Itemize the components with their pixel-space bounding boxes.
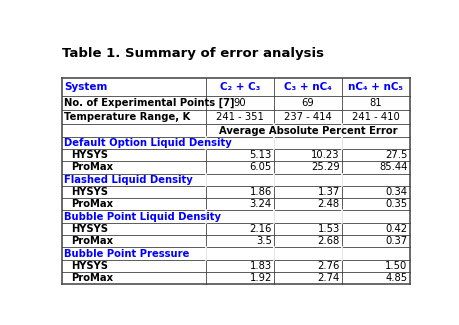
Text: 0.37: 0.37: [385, 236, 407, 246]
Text: ProMax: ProMax: [71, 162, 112, 173]
Text: 3.5: 3.5: [256, 236, 271, 246]
Text: 0.35: 0.35: [385, 199, 407, 209]
Text: 237 - 414: 237 - 414: [284, 112, 331, 122]
Text: ProMax: ProMax: [71, 273, 112, 283]
Text: 3.24: 3.24: [249, 199, 271, 209]
Text: 90: 90: [233, 98, 246, 108]
Text: Table 1. Summary of error analysis: Table 1. Summary of error analysis: [62, 46, 323, 59]
Text: HYSYS: HYSYS: [71, 261, 107, 271]
Text: HYSYS: HYSYS: [71, 150, 107, 160]
Text: 1.50: 1.50: [385, 261, 407, 271]
Text: No. of Experimental Points [7]: No. of Experimental Points [7]: [64, 98, 234, 108]
Text: 81: 81: [369, 98, 381, 108]
Text: 0.34: 0.34: [385, 187, 407, 197]
Text: Default Option Liquid Density: Default Option Liquid Density: [64, 138, 231, 148]
Text: 1.37: 1.37: [317, 187, 339, 197]
Text: 2.48: 2.48: [317, 199, 339, 209]
Text: 5.13: 5.13: [249, 150, 271, 160]
Text: 2.16: 2.16: [249, 224, 271, 234]
Text: 241 - 351: 241 - 351: [216, 112, 263, 122]
Text: HYSYS: HYSYS: [71, 187, 107, 197]
Text: 1.53: 1.53: [317, 224, 339, 234]
Text: Average Absolute Percent Error: Average Absolute Percent Error: [218, 125, 397, 136]
Text: 2.74: 2.74: [317, 273, 339, 283]
Text: 25.29: 25.29: [310, 162, 339, 173]
Text: 1.92: 1.92: [249, 273, 271, 283]
Text: Flashed Liquid Density: Flashed Liquid Density: [64, 175, 192, 185]
Text: ProMax: ProMax: [71, 199, 112, 209]
Text: C₂ + C₃: C₂ + C₃: [219, 82, 260, 92]
Text: 0.42: 0.42: [385, 224, 407, 234]
Text: 4.85: 4.85: [385, 273, 407, 283]
Text: 2.68: 2.68: [317, 236, 339, 246]
Text: 2.76: 2.76: [317, 261, 339, 271]
Text: 85.44: 85.44: [378, 162, 407, 173]
Text: HYSYS: HYSYS: [71, 224, 107, 234]
Text: 241 - 410: 241 - 410: [351, 112, 399, 122]
Text: 27.5: 27.5: [384, 150, 407, 160]
Text: Bubble Point Liquid Density: Bubble Point Liquid Density: [64, 212, 220, 222]
Text: 6.05: 6.05: [249, 162, 271, 173]
Text: ProMax: ProMax: [71, 236, 112, 246]
Text: 1.86: 1.86: [249, 187, 271, 197]
Text: 69: 69: [301, 98, 313, 108]
Text: nC₄ + nC₅: nC₄ + nC₅: [347, 82, 403, 92]
Text: 1.83: 1.83: [249, 261, 271, 271]
Text: 10.23: 10.23: [311, 150, 339, 160]
Text: Temperature Range, K: Temperature Range, K: [64, 112, 190, 122]
Text: Bubble Point Pressure: Bubble Point Pressure: [64, 249, 189, 258]
Text: C₃ + nC₄: C₃ + nC₄: [284, 82, 331, 92]
Text: System: System: [64, 82, 107, 92]
